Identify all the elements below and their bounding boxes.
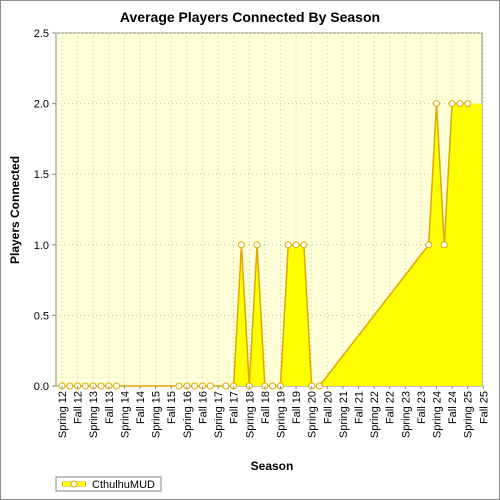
data-point bbox=[284, 241, 292, 249]
y-axis-title: Players Connected bbox=[8, 156, 22, 264]
data-point bbox=[81, 382, 89, 390]
y-tick-label: 1.5 bbox=[34, 169, 49, 181]
chart-title: Average Players Connected By Season bbox=[120, 9, 380, 25]
x-tick-label: Fall 15 bbox=[166, 391, 178, 424]
x-tick-label: Spring 15 bbox=[151, 391, 163, 438]
x-tick-label: Spring 23 bbox=[400, 391, 412, 438]
series-markers bbox=[58, 100, 472, 390]
x-tick-label: Spring 22 bbox=[369, 391, 381, 438]
data-point bbox=[269, 382, 277, 390]
y-tick-label: 0.0 bbox=[34, 381, 49, 393]
data-point bbox=[300, 241, 308, 249]
series-area bbox=[62, 103, 482, 386]
x-tick-label: Fall 14 bbox=[135, 391, 147, 424]
legend-marker-swatch bbox=[70, 480, 78, 488]
x-tick-label: Spring 25 bbox=[463, 391, 475, 438]
x-tick-label: Fall 18 bbox=[260, 391, 272, 424]
x-tick-label: Fall 16 bbox=[197, 391, 209, 424]
data-point bbox=[222, 382, 230, 390]
x-tick-label: Fall 17 bbox=[229, 391, 241, 424]
x-tick-label: Spring 21 bbox=[338, 391, 350, 438]
data-point bbox=[456, 100, 464, 108]
x-axis-title: Season bbox=[251, 459, 294, 473]
data-point bbox=[433, 100, 441, 108]
x-tick-label: Spring 17 bbox=[213, 391, 225, 438]
x-tick-label: Spring 12 bbox=[57, 391, 69, 438]
data-point bbox=[315, 382, 323, 390]
x-tick-label: Spring 24 bbox=[432, 391, 444, 438]
x-tick-label: Fall 25 bbox=[478, 391, 490, 424]
x-tick-label: Spring 18 bbox=[244, 391, 256, 438]
y-axis-ticks: 0.0 0.5 1.0 1.5 2.0 2.5 bbox=[34, 28, 56, 393]
y-tick-label: 1.0 bbox=[34, 240, 49, 252]
x-tick-label: Spring 16 bbox=[182, 391, 194, 438]
data-point bbox=[440, 241, 448, 249]
legend-label: CthulhuMUD bbox=[92, 479, 155, 491]
x-tick-label: Spring 13 bbox=[88, 391, 100, 438]
legend-box bbox=[55, 476, 162, 492]
data-point bbox=[448, 100, 456, 108]
x-tick-label: Fall 20 bbox=[322, 391, 334, 424]
x-tick-label: Fall 23 bbox=[416, 391, 428, 424]
x-axis-ticks: Spring 12 Fall 12 Spring 13 Fall 13 Spring 1… bbox=[57, 386, 490, 438]
data-point bbox=[425, 241, 433, 249]
data-point bbox=[113, 382, 121, 390]
data-point bbox=[97, 382, 105, 390]
y-tick-label: 2.5 bbox=[34, 28, 49, 40]
y-tick-label: 2.0 bbox=[34, 99, 49, 111]
data-point bbox=[191, 382, 199, 390]
data-point bbox=[66, 382, 74, 390]
data-point bbox=[206, 382, 214, 390]
x-tick-label: Fall 22 bbox=[385, 391, 397, 424]
x-tick-label: Fall 19 bbox=[291, 391, 303, 424]
legend: CthulhuMUD bbox=[55, 476, 162, 492]
data-point bbox=[253, 241, 261, 249]
y-tick-label: 0.5 bbox=[34, 310, 49, 322]
x-tick-label: Fall 21 bbox=[353, 391, 365, 424]
x-tick-label: Fall 13 bbox=[104, 391, 116, 424]
x-tick-label: Spring 20 bbox=[307, 391, 319, 438]
data-point bbox=[237, 241, 245, 249]
x-tick-label: Fall 12 bbox=[73, 391, 85, 424]
data-point bbox=[175, 382, 183, 390]
x-tick-label: Fall 24 bbox=[447, 391, 459, 424]
data-point bbox=[464, 100, 472, 108]
x-tick-label: Spring 14 bbox=[119, 391, 131, 438]
x-tick-label: Spring 19 bbox=[275, 391, 287, 438]
data-point bbox=[292, 241, 300, 249]
